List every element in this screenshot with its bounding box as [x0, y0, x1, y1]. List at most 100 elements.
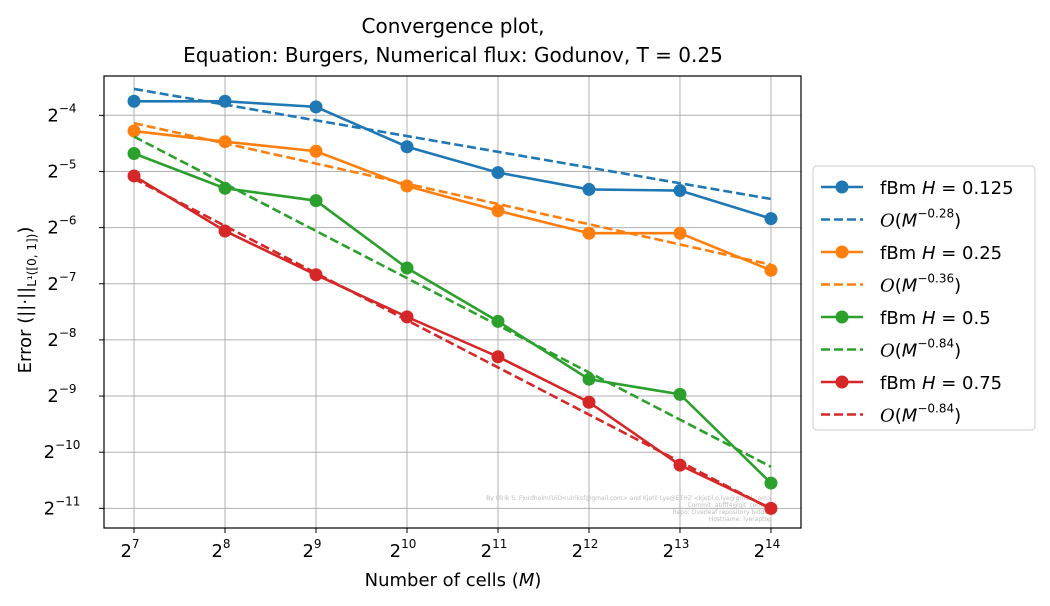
fit-line-3 [133, 177, 772, 511]
x-axis-label: Number of cells (M) [365, 570, 542, 591]
data-point-2 [218, 181, 232, 195]
y-tick-base: 2 [47, 330, 58, 351]
x-tick-label: 29 [302, 537, 321, 562]
data-point-3 [764, 501, 778, 515]
legend-frame [812, 165, 1036, 431]
y-tick-base: 2 [44, 498, 55, 519]
x-tick-label: 212 [572, 537, 599, 562]
y-tick-exponent: −6 [59, 214, 77, 228]
x-tick-exponent: 10 [401, 537, 416, 551]
y-axis-label-text: Error (||·|| [15, 287, 36, 374]
data-point-2 [673, 387, 687, 401]
x-tick-label: 214 [754, 537, 781, 562]
y-tick-base: 2 [44, 442, 55, 463]
y-axis-label-sub: L¹([0, 1]) [25, 234, 39, 287]
data-line-0 [134, 99, 772, 220]
x-axis-label-text: Number of cells ( [365, 570, 519, 591]
fit-line-0 [133, 87, 772, 201]
watermark-line3: Repo: Overleaf repository hidden [673, 509, 773, 516]
data-point-3 [582, 395, 596, 409]
data-point-1 [764, 263, 778, 277]
y-tick-base: 2 [47, 386, 58, 407]
x-tick-exponent: 12 [583, 537, 598, 551]
y-axis-label: Error (||·||L¹([0, 1])) [15, 227, 39, 374]
y-tick-exponent: −11 [55, 494, 80, 508]
data-point-2 [309, 194, 323, 208]
y-tick-exponent: −10 [55, 438, 80, 452]
y-tick-base: 2 [47, 274, 58, 295]
y-tick-exponent: −7 [59, 270, 77, 284]
plot-frame [103, 75, 802, 529]
chart-title-line1: Convergence plot, [362, 14, 545, 38]
x-tick-base: 2 [302, 541, 313, 562]
x-tick-label: 213 [663, 537, 690, 562]
data-point-2 [764, 476, 778, 490]
y-tick-label: 2−6 [47, 214, 76, 239]
data-point-1 [309, 144, 323, 158]
data-point-1 [673, 226, 687, 240]
data-point-2 [400, 261, 414, 275]
legend-marker-3 [835, 375, 849, 389]
data-point-1 [127, 124, 141, 138]
data-line-3 [133, 174, 772, 510]
x-tick-base: 2 [390, 541, 401, 562]
data-point-3 [673, 458, 687, 472]
legend-fit-label-0: O(M−0.28) [880, 207, 961, 232]
y-tick-label: 2−7 [47, 270, 76, 295]
data-point-0 [673, 184, 687, 198]
y-tick-label: 2−11 [44, 494, 81, 519]
y-tick-exponent: −9 [59, 382, 77, 396]
legend-marker-0 [835, 180, 849, 194]
data-point-1 [491, 204, 505, 218]
y-tick-label: 2−9 [47, 382, 76, 407]
data-line-1 [133, 129, 772, 272]
x-axis-ticks: 27 28 29 210 211 212 213 214 [120, 528, 780, 562]
legend-fit-label-1: O(M−0.36) [880, 272, 961, 297]
fit-line-1 [133, 121, 772, 266]
data-point-3 [400, 310, 414, 324]
data-point-3 [127, 169, 141, 183]
watermark: By Ulrik S. Fjordholm(UiO<ulriksf@gmail.… [486, 495, 772, 523]
x-tick-exponent: 13 [674, 537, 689, 551]
y-tick-base: 2 [47, 161, 58, 182]
data-point-3 [309, 268, 323, 282]
y-tick-base: 2 [47, 105, 58, 126]
data-point-0 [491, 166, 505, 180]
watermark-line4: Hostname: lyeraptop [709, 516, 772, 523]
legend-label-1: fBm H = 0.25 [880, 243, 1002, 264]
y-tick-label: 2−5 [47, 157, 76, 182]
x-tick-base: 2 [572, 541, 583, 562]
data-point-2 [582, 372, 596, 386]
data-line-2 [133, 152, 772, 485]
y-tick-exponent: −4 [59, 101, 77, 115]
legend-fit-label-3: O(M−0.84) [880, 402, 961, 427]
data-point-0 [218, 94, 232, 108]
series-layer [127, 87, 778, 515]
legend-label-2: fBm H = 0.5 [880, 308, 991, 329]
x-tick-base: 2 [120, 541, 131, 562]
legend-label-0: fBm H = 0.125 [880, 178, 1014, 199]
legend-marker-2 [835, 310, 849, 324]
data-point-1 [218, 135, 232, 149]
y-tick-label: 2−4 [47, 101, 76, 126]
x-tick-exponent: 9 [314, 537, 322, 551]
data-point-0 [400, 140, 414, 154]
x-tick-base: 2 [663, 541, 674, 562]
data-point-3 [218, 224, 232, 238]
x-tick-exponent: 7 [132, 537, 140, 551]
data-point-1 [582, 226, 596, 240]
legend-fit-label-2: O(M−0.84) [880, 337, 961, 362]
legend-marker-1 [835, 245, 849, 259]
y-tick-label: 2−8 [47, 326, 76, 351]
data-point-0 [309, 100, 323, 114]
y-axis-ticks: 2−42−52−62−72−82−92−102−11 [44, 101, 104, 519]
data-point-2 [127, 146, 141, 160]
x-tick-exponent: 14 [765, 537, 780, 551]
y-axis-label-end: ) [15, 227, 36, 234]
y-tick-base: 2 [47, 218, 58, 239]
chart-title-line2: Equation: Burgers, Numerical flux: Godun… [183, 43, 723, 67]
y-tick-label: 2−10 [44, 438, 81, 463]
x-tick-label: 210 [390, 537, 417, 562]
x-tick-base: 2 [211, 541, 222, 562]
